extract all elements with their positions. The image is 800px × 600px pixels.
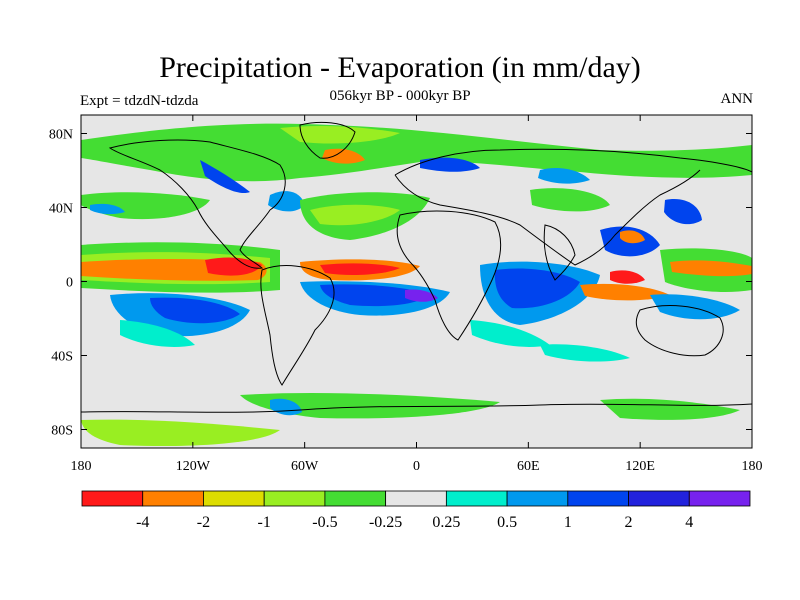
coastline-south-america: [260, 265, 335, 386]
coastline-africa: [396, 210, 502, 341]
field-region: [90, 203, 125, 215]
lon-tick-label: 180: [71, 459, 92, 474]
field-region: [320, 263, 400, 276]
field-region: [310, 204, 400, 226]
lat-tick-label: 80N: [49, 128, 73, 143]
colorbar-swatch: [688, 490, 751, 507]
coastline-australia: [635, 305, 724, 357]
colorbar-label: 0.25: [432, 514, 460, 531]
lon-tick-label: 120E: [625, 459, 655, 474]
colorbar-swatch: [506, 490, 569, 507]
field-region: [538, 168, 590, 184]
colorbar-label: 4: [685, 514, 693, 531]
colorbar-swatch: [263, 490, 326, 507]
colorbar-swatch: [203, 490, 265, 507]
colorbar-swatch: [324, 490, 387, 507]
field-region: [405, 289, 438, 302]
colorbar-label: -0.25: [369, 514, 402, 531]
field-region: [664, 199, 702, 225]
lon-tick-label: 60W: [291, 459, 319, 474]
field-region: [205, 257, 262, 276]
lat-tick-label: 40S: [51, 350, 73, 365]
longitude-axis: 180 120W 60W 0 60E 120E 180: [71, 115, 763, 474]
lon-tick-label: 180: [742, 459, 763, 474]
field-region: [322, 148, 365, 164]
field-region: [494, 268, 580, 309]
colorbar-swatch: [567, 490, 629, 507]
lon-tick-label: 60E: [517, 459, 540, 474]
experiment-label: Expt = tdzdN-tdzda: [80, 93, 199, 109]
map-subtitle: 056kyr BP - 000kyr BP: [329, 88, 471, 104]
colorbar-swatch: [628, 490, 690, 507]
latitude-axis: 80N 40N 0 40S 80S: [49, 128, 752, 439]
field-region: [610, 270, 645, 284]
colorbar-label: -0.5: [312, 514, 337, 531]
colorbar-label: 1: [564, 514, 572, 531]
field-region: [470, 320, 550, 347]
anomaly-field: [81, 123, 752, 447]
field-region: [580, 283, 670, 301]
lat-tick-label: 0: [66, 276, 73, 291]
field-region: [600, 398, 740, 420]
field-region: [540, 344, 630, 362]
field-region: [81, 419, 280, 447]
colorbar-label: -2: [197, 514, 210, 531]
map-title: Precipitation - Evaporation (in mm/day): [159, 51, 641, 84]
colorbar-swatch: [385, 490, 447, 507]
lon-tick-label: 120W: [176, 459, 211, 474]
coastline-greenland: [299, 121, 356, 159]
field-region: [320, 284, 430, 307]
lat-tick-label: 80S: [51, 424, 73, 439]
field-region: [280, 125, 400, 144]
colorbar-swatch: [142, 490, 204, 507]
field-region: [81, 123, 752, 182]
colorbar-label: -1: [258, 514, 271, 531]
coastline-india: [543, 224, 576, 281]
field-region: [420, 157, 480, 172]
colorbar-swatch: [81, 490, 144, 507]
coastline-north-america: [108, 139, 286, 269]
field-region: [530, 188, 610, 212]
field-region: [240, 392, 500, 419]
coastline-antarctica: [81, 403, 752, 413]
lon-tick-label: 0: [413, 459, 420, 474]
colorbar-label: -4: [136, 514, 149, 531]
field-region: [200, 160, 250, 194]
field-region: [150, 297, 240, 324]
field-region: [120, 320, 195, 347]
field-region: [670, 260, 752, 277]
field-region: [268, 191, 305, 212]
colorbar: -4 -2 -1 -0.5 -0.25 0.25 0.5 1 2 4: [81, 490, 751, 531]
colorbar-label: 2: [625, 514, 633, 531]
field-region: [650, 294, 740, 320]
coastline-eurasia: [394, 148, 752, 266]
colorbar-swatch: [445, 490, 508, 507]
colorbar-label: 0.5: [497, 514, 517, 531]
lat-tick-label: 40N: [49, 202, 73, 217]
season-label: ANN: [720, 91, 754, 107]
field-region: [620, 230, 645, 244]
coastlines: [81, 121, 752, 413]
